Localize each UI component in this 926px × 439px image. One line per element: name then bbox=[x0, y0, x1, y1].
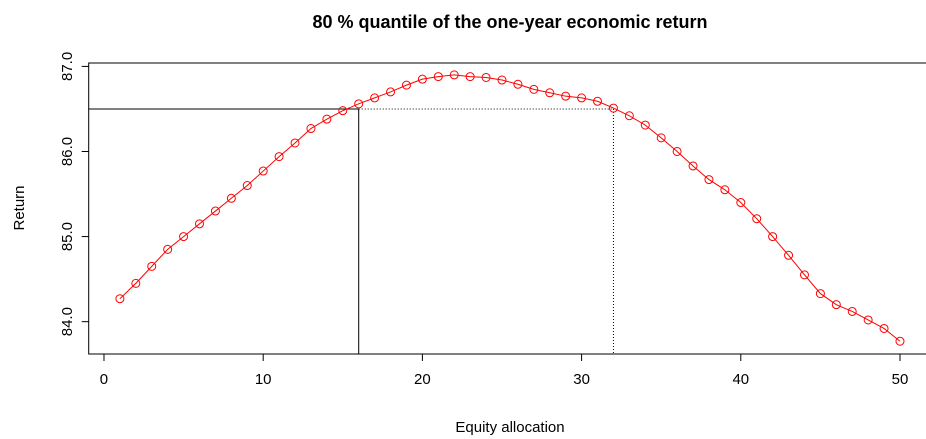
data-point bbox=[815, 289, 825, 299]
x-axis-title: Equity allocation bbox=[455, 419, 564, 436]
x-tick-label: 50 bbox=[892, 371, 909, 388]
data-point bbox=[561, 91, 571, 101]
data-point bbox=[338, 106, 348, 116]
data-point bbox=[354, 99, 364, 109]
x-tick-label: 10 bbox=[255, 371, 272, 388]
x-tick-label: 30 bbox=[573, 371, 590, 388]
data-point bbox=[752, 214, 762, 224]
data-point bbox=[513, 79, 523, 89]
y-tick-label: 86.0 bbox=[59, 137, 76, 166]
data-point bbox=[401, 80, 411, 90]
data-point bbox=[258, 166, 268, 176]
data-point bbox=[879, 323, 889, 333]
y-tick-label: 87.0 bbox=[59, 52, 76, 81]
data-point bbox=[624, 111, 634, 121]
data-point bbox=[115, 294, 125, 304]
data-point bbox=[704, 175, 714, 185]
data-point bbox=[799, 270, 809, 280]
data-point bbox=[593, 96, 603, 106]
data-point bbox=[656, 133, 666, 143]
data-point bbox=[831, 300, 841, 310]
data-point bbox=[608, 103, 618, 113]
x-tick-label: 20 bbox=[414, 371, 431, 388]
data-point bbox=[322, 114, 332, 124]
chart-title: 80 % quantile of the one-year economic r… bbox=[312, 12, 707, 32]
data-point bbox=[386, 87, 396, 97]
x-tick-label: 0 bbox=[100, 371, 108, 388]
data-point bbox=[768, 232, 778, 242]
data-point bbox=[895, 336, 905, 346]
data-point bbox=[784, 250, 794, 260]
x-tick-label: 40 bbox=[732, 371, 749, 388]
data-point bbox=[306, 124, 316, 134]
data-point bbox=[529, 84, 539, 94]
data-point bbox=[481, 72, 491, 82]
data-point bbox=[242, 181, 252, 191]
data-point bbox=[640, 120, 650, 130]
y-axis-title: Return bbox=[11, 185, 28, 230]
data-point bbox=[226, 193, 236, 203]
data-point bbox=[210, 206, 220, 216]
data-point bbox=[672, 146, 682, 156]
data-point bbox=[688, 161, 698, 171]
data-point bbox=[274, 152, 284, 162]
data-point bbox=[497, 75, 507, 85]
data-line bbox=[119, 74, 901, 342]
data-point bbox=[863, 315, 873, 325]
data-point bbox=[545, 88, 555, 98]
data-point bbox=[131, 278, 141, 288]
data-point bbox=[417, 74, 427, 84]
data-point bbox=[449, 70, 459, 80]
data-point bbox=[147, 261, 157, 271]
data-point bbox=[195, 219, 205, 229]
data-point bbox=[577, 93, 587, 103]
y-tick-label: 85.0 bbox=[59, 222, 76, 251]
data-point bbox=[370, 93, 380, 103]
data-point bbox=[736, 198, 746, 208]
data-point bbox=[433, 72, 443, 82]
data-point bbox=[179, 232, 189, 242]
data-point bbox=[847, 306, 857, 316]
data-point bbox=[720, 185, 730, 195]
data-point bbox=[465, 72, 475, 82]
y-tick-label: 84.0 bbox=[59, 307, 76, 336]
data-point bbox=[163, 244, 173, 254]
data-point bbox=[290, 138, 300, 148]
plot-box bbox=[88, 62, 926, 355]
